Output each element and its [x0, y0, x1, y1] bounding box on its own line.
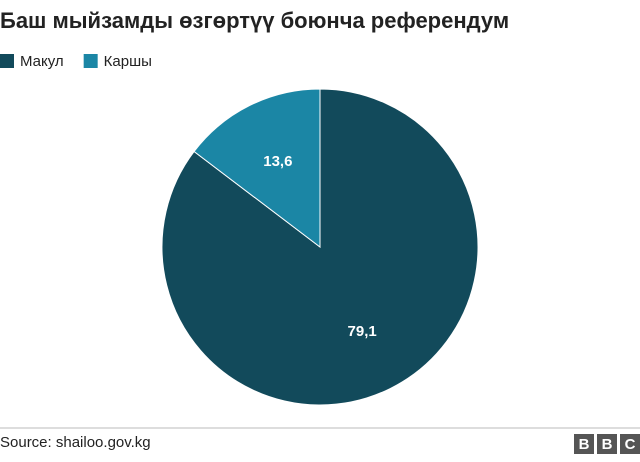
legend-label: Макул — [20, 53, 64, 70]
data-label: 79,1 — [348, 323, 377, 340]
logo-box — [597, 434, 617, 454]
logo-letter: B — [579, 436, 590, 453]
logo-box — [620, 434, 640, 454]
logo-letter: B — [602, 436, 613, 453]
legend-label: Каршы — [104, 53, 152, 70]
pie-slice — [193, 88, 321, 249]
logo-box — [574, 434, 594, 454]
source: Source: shailoo.gov.kg — [0, 434, 151, 451]
legend-swatch — [83, 54, 98, 68]
legend-swatch — [0, 54, 14, 68]
pie-slice — [161, 88, 479, 406]
logo-letter: C — [625, 436, 636, 453]
data-label: 13,6 — [263, 153, 292, 170]
chart-title: Баш мыйзамды өзгөртүү боюнча референдум — [0, 8, 509, 33]
